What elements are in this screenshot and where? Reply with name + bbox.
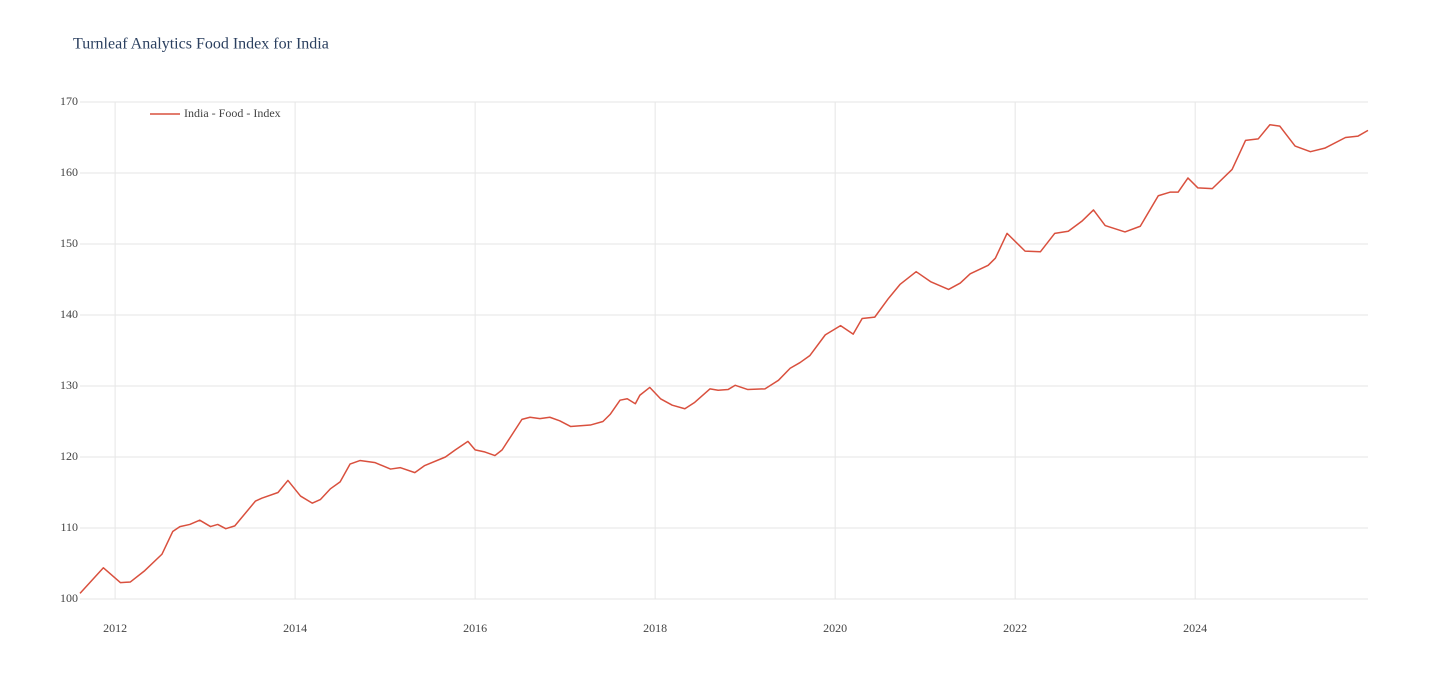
x-tick-label: 2018 <box>643 621 667 635</box>
y-tick-label: 150 <box>60 236 78 250</box>
x-tick-label: 2020 <box>823 621 847 635</box>
y-tick-label: 140 <box>60 307 78 321</box>
y-tick-label: 120 <box>60 449 78 463</box>
x-tick-label: 2024 <box>1183 621 1207 635</box>
y-tick-label: 130 <box>60 378 78 392</box>
y-tick-label: 170 <box>60 94 78 108</box>
y-tick-label: 160 <box>60 165 78 179</box>
y-tick-label: 100 <box>60 591 78 605</box>
data-line <box>79 123 1369 594</box>
y-tick-label: 110 <box>60 520 78 534</box>
x-tick-label: 2022 <box>1003 621 1027 635</box>
legend-label: India - Food - Index <box>184 106 281 120</box>
x-tick-label: 2012 <box>103 621 127 635</box>
x-tick-label: 2014 <box>283 621 307 635</box>
chart-title: Turnleaf Analytics Food Index for India <box>73 36 329 53</box>
x-tick-label: 2016 <box>463 621 487 635</box>
